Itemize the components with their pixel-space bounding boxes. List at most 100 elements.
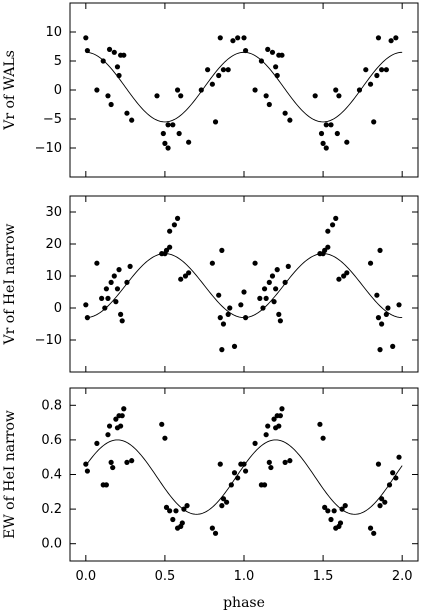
data-point xyxy=(386,482,393,488)
data-point xyxy=(84,315,90,321)
data-point xyxy=(94,440,100,446)
y-tick-label: 0.0 xyxy=(41,537,62,552)
data-point xyxy=(118,311,124,317)
data-point xyxy=(274,72,280,79)
data-point xyxy=(396,454,402,460)
data-point xyxy=(217,315,223,321)
data-point xyxy=(165,145,171,151)
data-point xyxy=(111,273,117,279)
data-point xyxy=(108,459,114,465)
data-point xyxy=(173,508,179,514)
data-point xyxy=(279,52,285,58)
data-point xyxy=(396,302,402,308)
data-point xyxy=(186,139,192,145)
data-point xyxy=(212,530,219,536)
data-point xyxy=(375,35,382,41)
data-point xyxy=(103,482,109,488)
data-point xyxy=(108,279,114,285)
data-point xyxy=(377,247,383,253)
y-tick-label: 0 xyxy=(54,301,62,316)
data-point xyxy=(99,295,105,301)
y-tick-label: 5 xyxy=(54,54,62,69)
data-point xyxy=(320,140,326,146)
data-point xyxy=(336,93,342,99)
data-point xyxy=(228,482,234,488)
data-point xyxy=(331,508,337,514)
data-point xyxy=(162,140,168,146)
data-point xyxy=(219,347,225,353)
y-axis-title: Vr of HeI narrow xyxy=(2,224,18,346)
data-point xyxy=(209,260,215,266)
data-point xyxy=(227,305,233,311)
data-point xyxy=(114,286,121,292)
data-point xyxy=(219,247,225,253)
data-point xyxy=(363,67,369,73)
y-axis-title: Vr of WALs xyxy=(2,50,18,131)
data-point xyxy=(209,525,215,531)
y-tick-label: −10 xyxy=(35,141,62,156)
data-point xyxy=(160,130,166,137)
data-point xyxy=(205,67,211,73)
data-point xyxy=(252,260,258,266)
data-point xyxy=(385,305,391,311)
data-point xyxy=(238,302,244,308)
data-point xyxy=(277,413,283,419)
data-point xyxy=(119,318,125,324)
data-point xyxy=(374,292,380,298)
data-point xyxy=(371,530,377,536)
y-tick-label: 0 xyxy=(54,83,62,98)
data-point xyxy=(339,506,345,512)
data-point xyxy=(121,406,127,412)
data-point xyxy=(325,228,331,234)
data-point xyxy=(341,273,347,279)
data-point xyxy=(379,321,385,327)
data-point xyxy=(163,247,170,253)
data-point xyxy=(119,413,125,419)
data-point xyxy=(219,503,225,509)
data-point xyxy=(100,58,106,64)
y-tick-label: 10 xyxy=(45,25,62,40)
x-tick-label: 2.0 xyxy=(392,569,413,584)
data-point xyxy=(171,222,177,228)
data-point xyxy=(231,470,238,476)
data-point xyxy=(220,321,227,327)
data-point xyxy=(230,38,236,44)
data-point xyxy=(224,499,230,505)
data-point xyxy=(127,263,133,269)
y-axis-title: EW of HeI narrow xyxy=(2,410,18,539)
data-point xyxy=(186,270,192,276)
data-point xyxy=(102,305,108,311)
data-point xyxy=(220,67,227,73)
data-point xyxy=(379,67,385,73)
data-point xyxy=(383,67,389,73)
data-point xyxy=(390,343,396,349)
data-point xyxy=(110,464,116,471)
data-point xyxy=(261,482,268,488)
data-point xyxy=(198,87,204,93)
data-point xyxy=(124,459,130,465)
data-point xyxy=(241,35,247,41)
data-point xyxy=(216,72,222,79)
data-point xyxy=(216,292,222,298)
data-point xyxy=(334,130,340,137)
data-point xyxy=(322,504,328,510)
data-point xyxy=(252,87,258,93)
data-point xyxy=(118,423,124,429)
data-point xyxy=(276,423,282,429)
y-tick-label: 10 xyxy=(45,269,62,284)
model-curve-2 xyxy=(85,253,403,319)
data-point xyxy=(393,475,399,481)
data-point xyxy=(393,35,399,41)
y-tick-label: −10 xyxy=(35,333,62,348)
data-point xyxy=(170,516,176,523)
y-tick-label: 0.2 xyxy=(41,502,62,517)
data-point xyxy=(129,117,135,123)
data-point xyxy=(328,516,334,523)
data-point xyxy=(178,276,184,282)
data-point xyxy=(116,267,122,273)
data-point xyxy=(367,525,374,531)
data-point xyxy=(83,302,89,308)
data-point xyxy=(235,35,241,41)
data-point xyxy=(84,468,90,474)
